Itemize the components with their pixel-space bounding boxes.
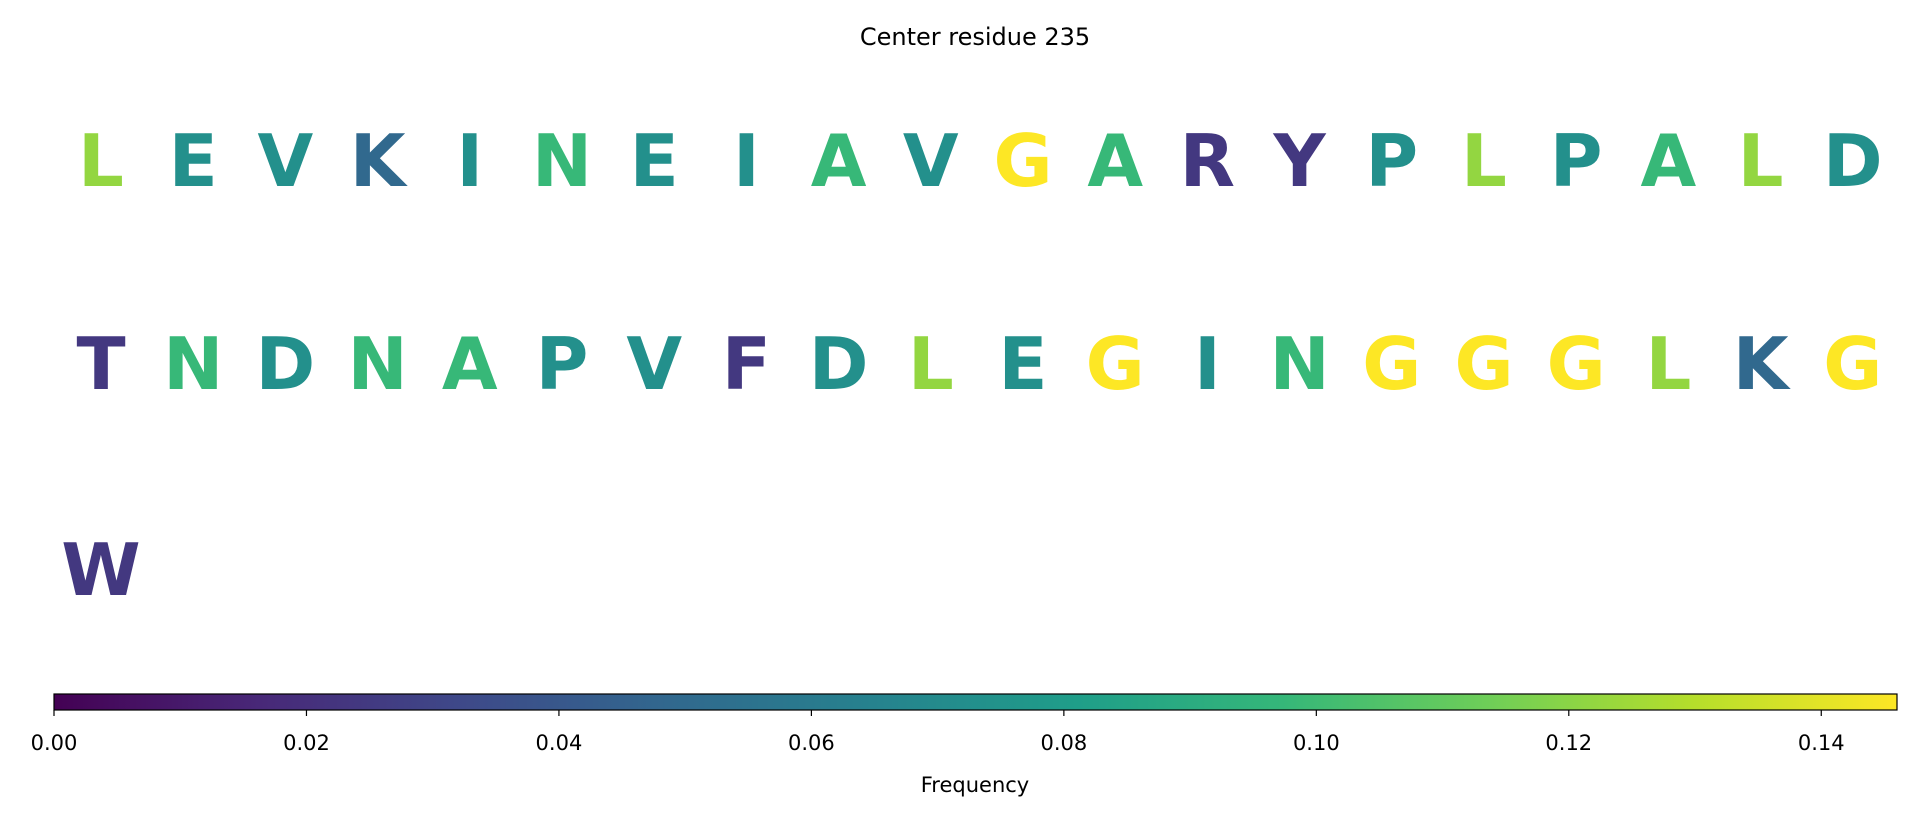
colorbar-label: Frequency bbox=[921, 773, 1030, 797]
residue: E bbox=[998, 322, 1047, 406]
residue: L bbox=[1738, 119, 1784, 203]
residue: V bbox=[258, 119, 314, 203]
residue: P bbox=[536, 322, 589, 406]
residue: E bbox=[630, 119, 679, 203]
residue: V bbox=[903, 119, 959, 203]
residue: N bbox=[163, 322, 223, 406]
tick-label: 0.00 bbox=[31, 731, 78, 755]
residue: N bbox=[347, 322, 407, 406]
residue: G bbox=[1454, 322, 1513, 406]
residue: G bbox=[1823, 322, 1882, 406]
residue: W bbox=[61, 528, 140, 612]
residue: A bbox=[442, 322, 498, 406]
tick-label: 0.08 bbox=[1040, 731, 1087, 755]
residue: K bbox=[1733, 322, 1791, 406]
residue: T bbox=[76, 322, 125, 406]
colorbar bbox=[53, 693, 1898, 711]
residue: D bbox=[1823, 119, 1883, 203]
residue: R bbox=[1180, 119, 1235, 203]
residue: N bbox=[1269, 322, 1329, 406]
residue: L bbox=[1645, 322, 1691, 406]
residue: G bbox=[1547, 322, 1606, 406]
residue: L bbox=[908, 322, 954, 406]
residue: I bbox=[733, 119, 760, 203]
residue: G bbox=[993, 119, 1052, 203]
residue: L bbox=[78, 119, 124, 203]
residue: F bbox=[722, 322, 771, 406]
residue: G bbox=[1362, 322, 1421, 406]
residue: Y bbox=[1273, 119, 1327, 203]
tick-label: 0.12 bbox=[1545, 731, 1592, 755]
chart-title: Center residue 235 bbox=[860, 23, 1090, 51]
residue: P bbox=[1365, 119, 1418, 203]
residue: E bbox=[169, 119, 218, 203]
residue: L bbox=[1461, 119, 1507, 203]
tick-label: 0.10 bbox=[1293, 731, 1340, 755]
residue: N bbox=[532, 119, 592, 203]
residue: D bbox=[256, 322, 316, 406]
residue: D bbox=[809, 322, 869, 406]
tick-label: 0.04 bbox=[536, 731, 583, 755]
residue: A bbox=[1087, 119, 1143, 203]
residue: A bbox=[1641, 119, 1697, 203]
tick-label: 0.02 bbox=[283, 731, 330, 755]
residue: V bbox=[626, 322, 682, 406]
residue: A bbox=[811, 119, 867, 203]
tick-label: 0.06 bbox=[788, 731, 835, 755]
residue: K bbox=[350, 119, 408, 203]
tick-label: 0.14 bbox=[1798, 731, 1845, 755]
residue: I bbox=[1194, 322, 1221, 406]
residue: G bbox=[1086, 322, 1145, 406]
residue: P bbox=[1550, 119, 1603, 203]
residue: I bbox=[456, 119, 483, 203]
